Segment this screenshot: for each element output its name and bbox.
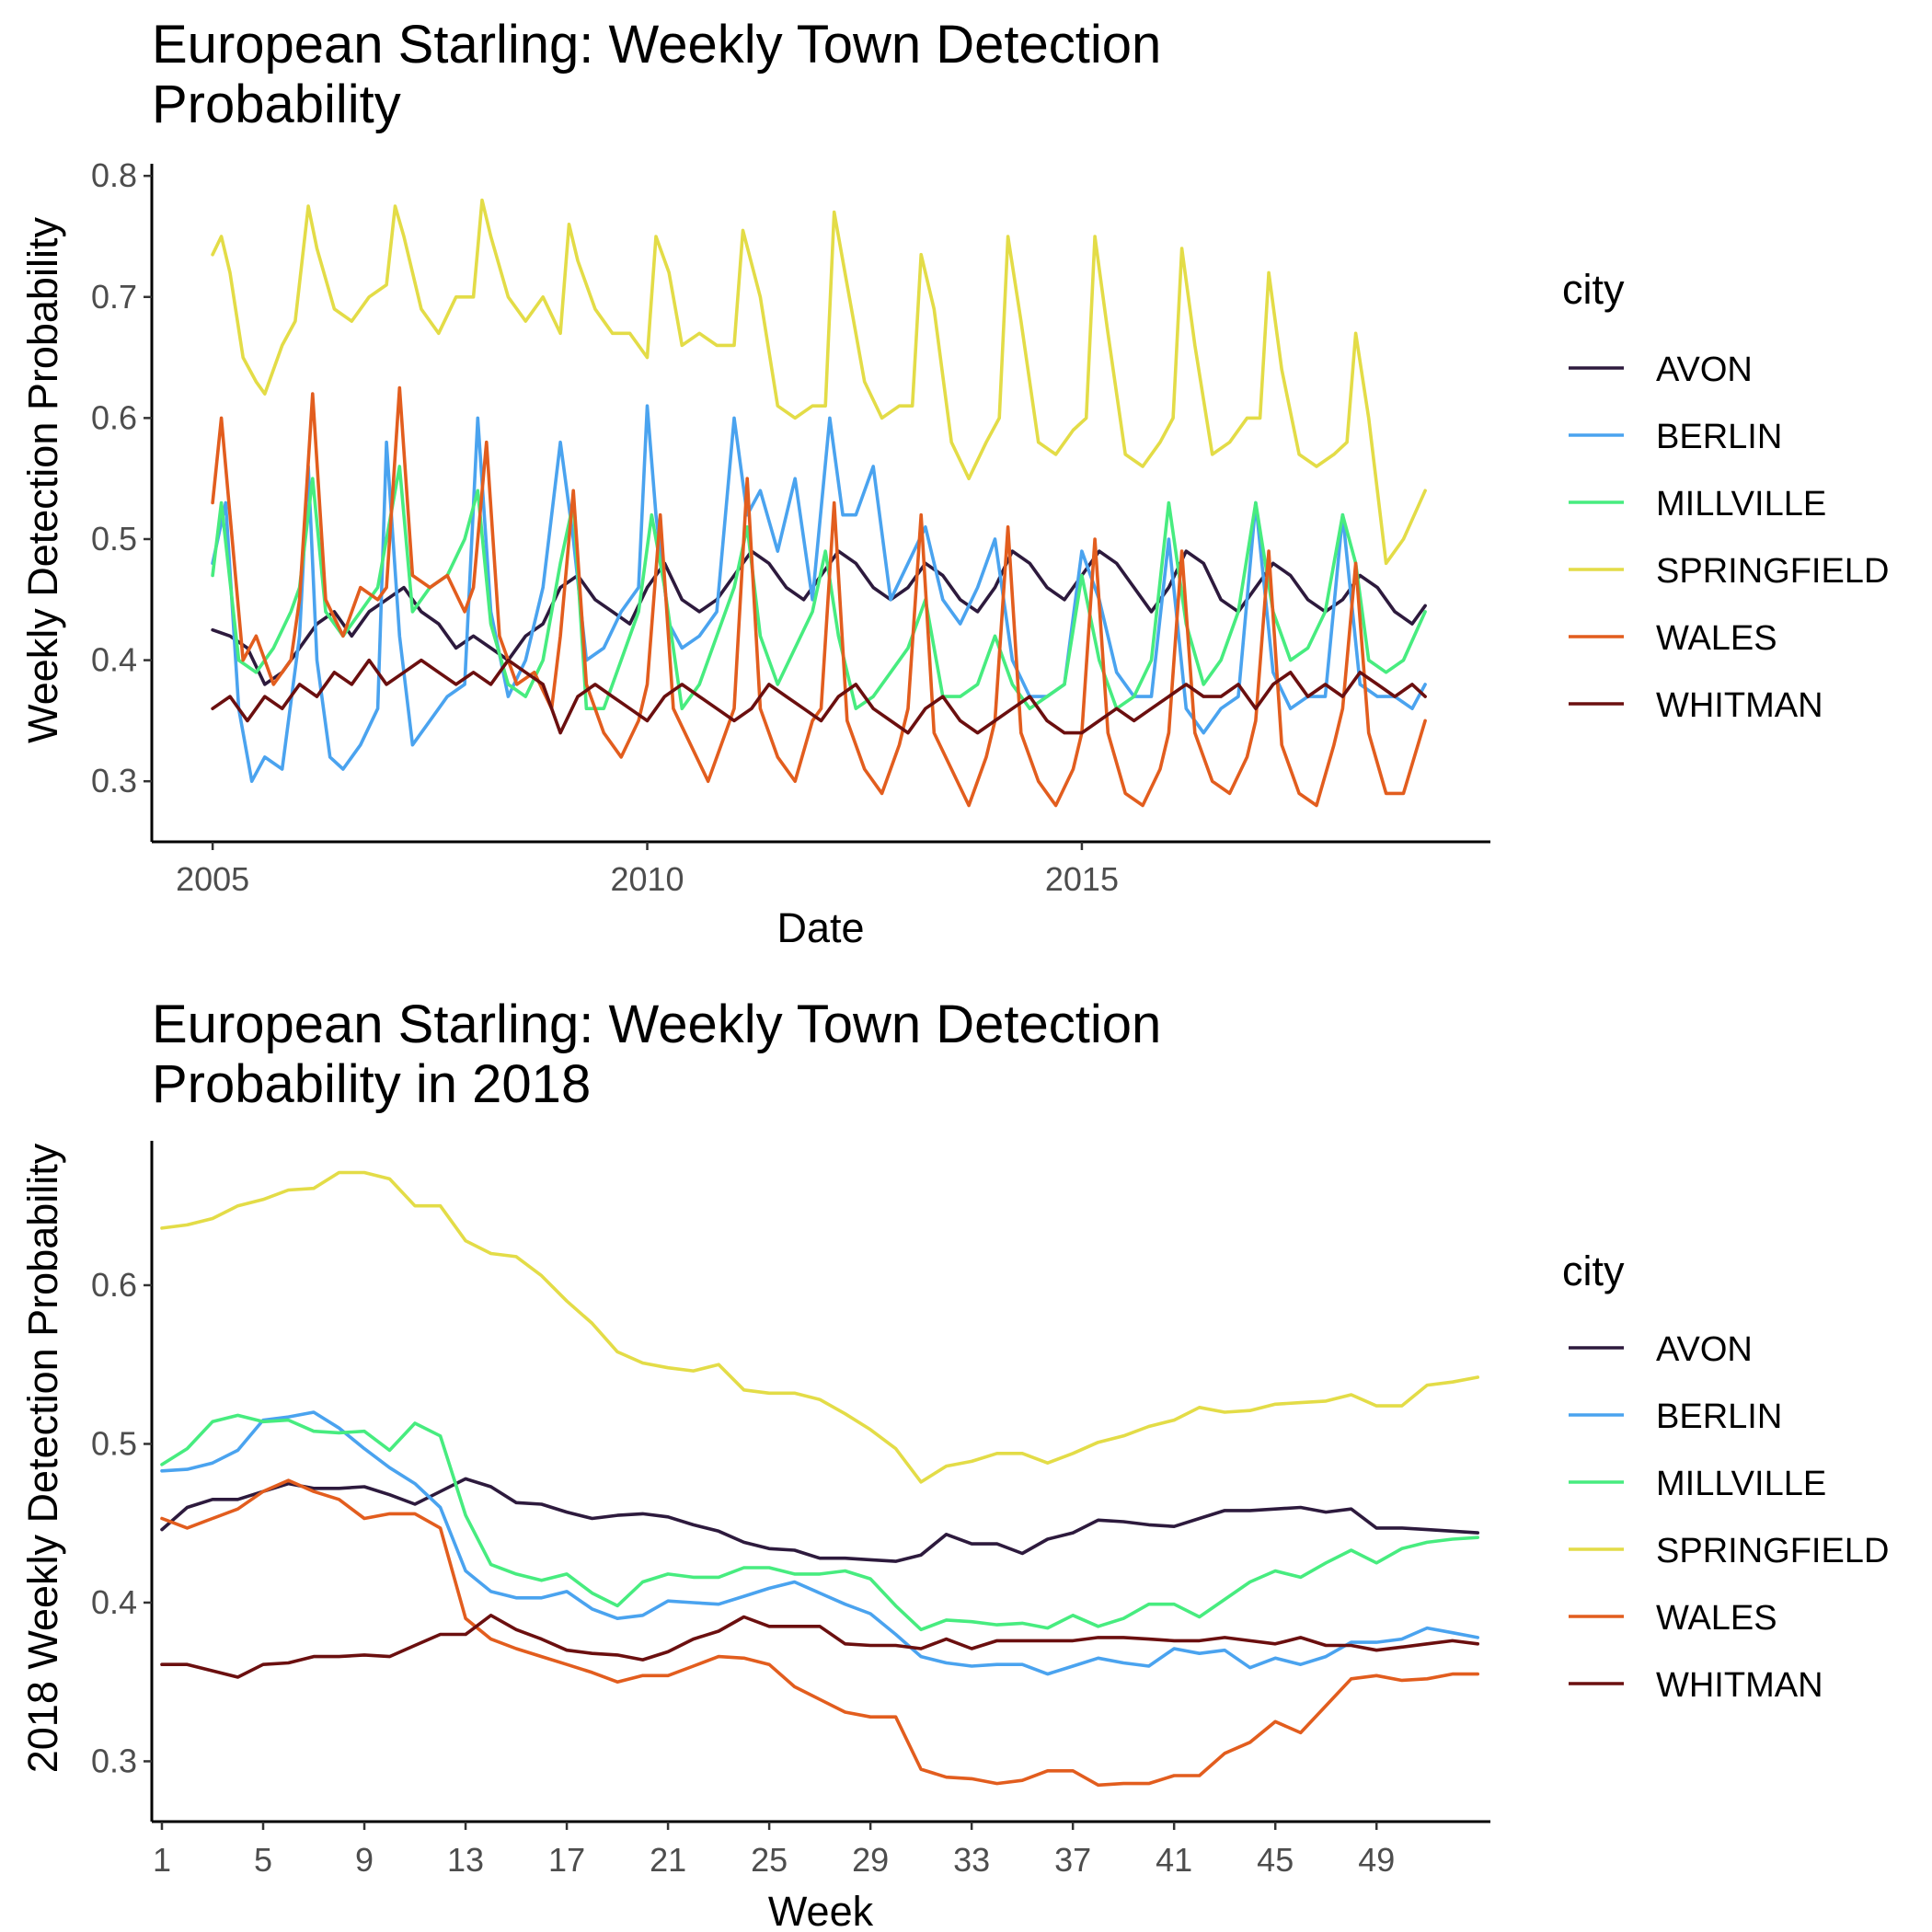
y-axis-title: Weekly Detection Probability — [19, 217, 66, 743]
y-tick-label: 0.3 — [91, 1742, 137, 1779]
legend: city AVON BERLIN MILLVILLE SPRINGFIELD WALES… — [1562, 1248, 1889, 1705]
legend-item-wales: WALES — [1569, 619, 1777, 658]
y-tick-label: 0.5 — [91, 1424, 137, 1462]
y-tick-label: 0.6 — [91, 398, 137, 436]
legend-label: WHITMAN — [1656, 1666, 1823, 1705]
series-lines — [160, 1170, 1479, 1788]
legend-item-avon: AVON — [1569, 1330, 1753, 1369]
legend-label: AVON — [1656, 1330, 1753, 1369]
y-tick-label: 0.4 — [91, 1583, 137, 1621]
y-axis-ticks: 0.3 0.4 0.5 0.6 0.7 0.8 — [91, 156, 152, 799]
legend-label: WHITMAN — [1656, 686, 1823, 725]
y-axis-ticks: 0.3 0.4 0.5 0.6 — [91, 1266, 152, 1779]
legend-label: AVON — [1656, 351, 1753, 389]
series-line-millville — [160, 1413, 1479, 1632]
y-tick-label: 0.7 — [91, 278, 137, 316]
x-tick-label: 1 — [153, 1841, 171, 1879]
series-line-berlin — [160, 1410, 1479, 1676]
x-axis-title: Week — [768, 1888, 874, 1932]
x-tick-label: 9 — [355, 1841, 374, 1879]
x-tick-label: 29 — [852, 1841, 889, 1879]
legend-item-whitman: WHITMAN — [1569, 1666, 1823, 1705]
y-tick-label: 0.6 — [91, 1266, 137, 1304]
series-line-avon — [160, 1477, 1479, 1563]
legend-label: SPRINGFIELD — [1656, 1532, 1889, 1570]
y-tick-label: 0.4 — [91, 641, 137, 679]
legend-item-springfield: SPRINGFIELD — [1569, 1532, 1889, 1570]
legend-label: MILLVILLE — [1656, 1465, 1826, 1503]
legend-item-millville: MILLVILLE — [1569, 1465, 1826, 1503]
chart-title: European Starling: Weekly Town Detection — [152, 15, 1161, 75]
legend-item-springfield: SPRINGFIELD — [1569, 552, 1889, 591]
legend-label: WALES — [1656, 1599, 1777, 1638]
legend-label: BERLIN — [1656, 1397, 1782, 1436]
x-tick-label: 45 — [1257, 1841, 1294, 1879]
legend-item-berlin: BERLIN — [1569, 1397, 1782, 1436]
chart-time-series: European Starling: Weekly Town Detection… — [19, 15, 1889, 951]
x-tick-label: 21 — [650, 1841, 686, 1879]
x-tick-label: 5 — [254, 1841, 272, 1879]
series-line-springfield — [211, 198, 1427, 566]
y-axis-title: 2018 Weekly Detection Probability — [19, 1143, 66, 1773]
legend-label: BERLIN — [1656, 418, 1782, 456]
series-line-wales — [211, 385, 1427, 808]
legend-items: AVON BERLIN MILLVILLE SPRINGFIELD WALES WHITM… — [1569, 351, 1889, 725]
legend-items: AVON BERLIN MILLVILLE SPRINGFIELD WALES WHITM… — [1569, 1330, 1889, 1705]
chart-weekly-2018: European Starling: Weekly Town Detection… — [19, 995, 1889, 1932]
x-tick-label: 25 — [751, 1841, 788, 1879]
legend-item-avon: AVON — [1569, 351, 1753, 389]
series-lines — [211, 198, 1427, 808]
legend-title: city — [1562, 1248, 1625, 1294]
legend-label: SPRINGFIELD — [1656, 552, 1889, 591]
legend-item-millville: MILLVILLE — [1569, 485, 1826, 523]
series-line-millville — [211, 465, 1427, 710]
y-tick-label: 0.3 — [91, 762, 137, 799]
legend-label: WALES — [1656, 619, 1777, 658]
x-tick-label: 37 — [1054, 1841, 1091, 1879]
chart-title: European Starling: Weekly Town Detection — [152, 995, 1161, 1054]
x-tick-label: 41 — [1156, 1841, 1192, 1879]
y-tick-label: 0.8 — [91, 156, 137, 194]
legend-item-whitman: WHITMAN — [1569, 686, 1823, 725]
chart-title: Probability in 2018 — [152, 1054, 591, 1114]
legend-label: MILLVILLE — [1656, 485, 1826, 523]
x-axis-title: Date — [776, 904, 864, 951]
x-tick-label: 17 — [548, 1841, 585, 1879]
x-tick-label: 13 — [447, 1841, 484, 1879]
x-axis-ticks: 1 5 9 13 17 21 25 29 33 37 41 45 49 — [153, 1822, 1395, 1879]
x-tick-label: 2005 — [176, 860, 249, 898]
x-tick-label: 49 — [1358, 1841, 1395, 1879]
legend-title: city — [1562, 266, 1625, 313]
series-line-springfield — [160, 1170, 1479, 1484]
y-tick-label: 0.5 — [91, 520, 137, 558]
x-axis-ticks: 2005 2010 2015 — [176, 842, 1119, 898]
legend-item-berlin: BERLIN — [1569, 418, 1782, 456]
x-tick-label: 2015 — [1045, 860, 1119, 898]
series-line-wales — [160, 1478, 1479, 1788]
series-line-whitman — [160, 1614, 1479, 1679]
chart-title: Probability — [152, 75, 401, 134]
x-tick-label: 33 — [953, 1841, 990, 1879]
series-line-berlin — [211, 404, 1427, 783]
series-line-whitman — [211, 658, 1427, 735]
legend-item-wales: WALES — [1569, 1599, 1777, 1638]
x-tick-label: 2010 — [610, 860, 684, 898]
legend: city AVON BERLIN MILLVILLE SPRINGFIELD WALES… — [1562, 266, 1889, 725]
